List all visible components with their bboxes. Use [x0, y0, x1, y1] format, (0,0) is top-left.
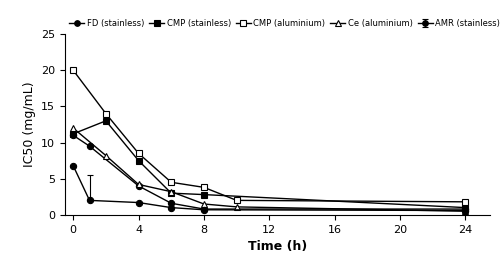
Line: CMP (aluminium): CMP (aluminium) — [70, 67, 468, 205]
CMP (aluminium) — [201, 186, 207, 189]
CMP (stainless) — [70, 132, 76, 135]
Ce (aluminium) — [70, 127, 76, 130]
Ce (aluminium) — [136, 183, 141, 186]
Ce (aluminium) — [168, 190, 174, 193]
Y-axis label: IC50 (mg/mL): IC50 (mg/mL) — [22, 82, 36, 167]
CMP (aluminium) — [462, 200, 468, 203]
Ce (aluminium) — [462, 210, 468, 213]
Ce (aluminium) — [103, 154, 109, 157]
CMP (stainless) — [201, 193, 207, 196]
CMP (aluminium) — [168, 181, 174, 184]
Line: Ce (aluminium): Ce (aluminium) — [70, 125, 468, 214]
CMP (aluminium) — [234, 199, 239, 202]
X-axis label: Time (h): Time (h) — [248, 240, 307, 253]
FD (stainless) — [462, 208, 468, 211]
CMP (stainless) — [136, 159, 141, 162]
Ce (aluminium) — [201, 203, 207, 206]
Ce (aluminium) — [234, 205, 239, 209]
FD (stainless) — [86, 145, 92, 148]
FD (stainless) — [168, 202, 174, 205]
FD (stainless) — [136, 184, 141, 188]
CMP (aluminium) — [70, 69, 76, 72]
CMP (stainless) — [103, 119, 109, 122]
CMP (aluminium) — [103, 112, 109, 115]
Line: CMP (stainless): CMP (stainless) — [70, 118, 468, 211]
CMP (stainless) — [462, 206, 468, 209]
CMP (stainless) — [168, 192, 174, 195]
Line: FD (stainless): FD (stainless) — [70, 132, 468, 212]
CMP (aluminium) — [136, 152, 141, 155]
Legend: FD (stainless), CMP (stainless), CMP (aluminium), Ce (aluminium), AMR (stainless: FD (stainless), CMP (stainless), CMP (al… — [69, 19, 500, 28]
FD (stainless) — [201, 208, 207, 211]
FD (stainless) — [70, 134, 76, 137]
